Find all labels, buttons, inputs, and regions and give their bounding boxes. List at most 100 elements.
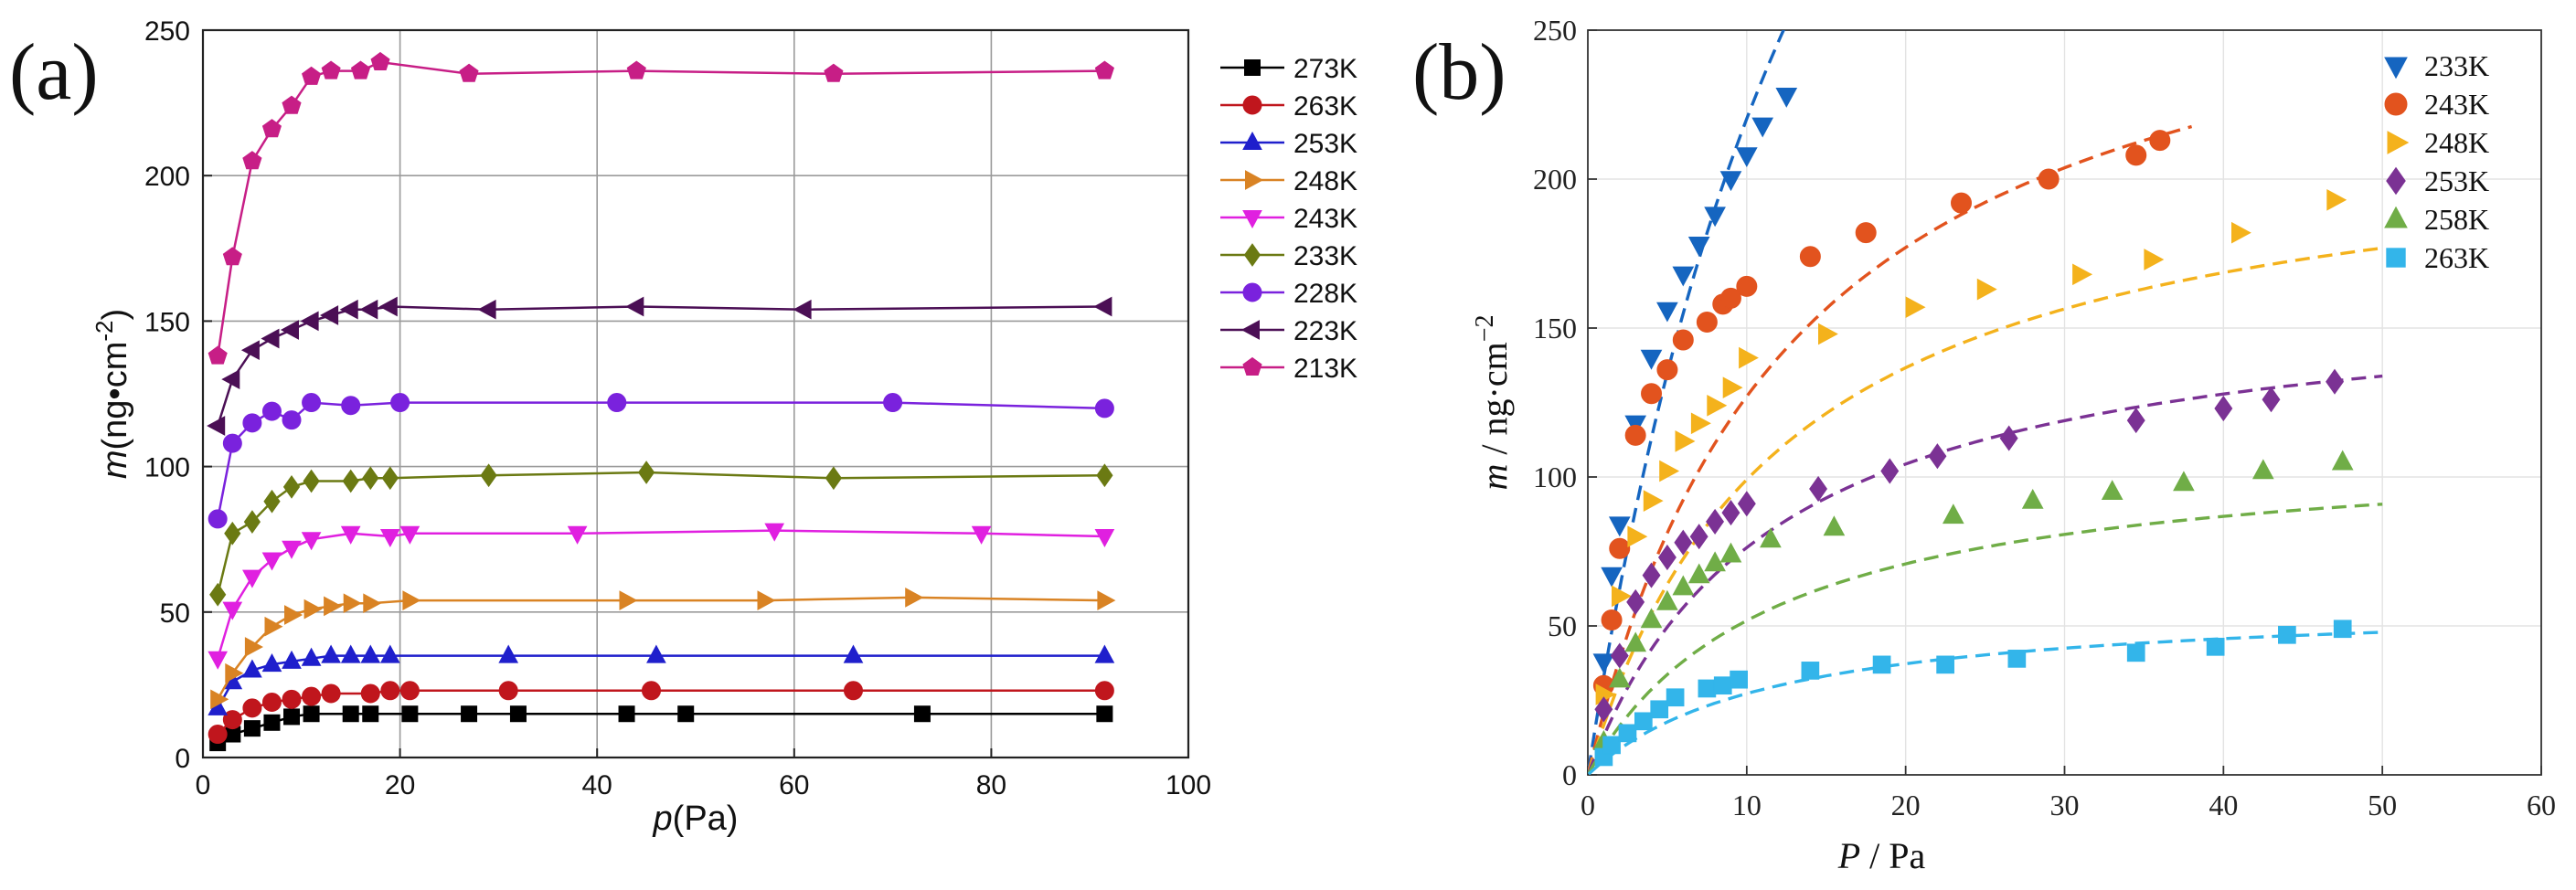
data-point[interactable] xyxy=(1666,688,1685,707)
data-point[interactable] xyxy=(1721,500,1740,526)
data-point[interactable] xyxy=(1094,398,1114,419)
data-point[interactable] xyxy=(2251,459,2274,480)
data-point[interactable] xyxy=(222,710,242,730)
data-point[interactable] xyxy=(905,588,924,608)
data-point[interactable] xyxy=(379,644,400,663)
data-point[interactable] xyxy=(222,601,243,620)
data-point[interactable] xyxy=(2007,650,2027,668)
data-point[interactable] xyxy=(221,369,240,389)
data-point[interactable] xyxy=(637,461,655,484)
data-point[interactable] xyxy=(1976,278,1997,301)
data-point[interactable] xyxy=(1610,642,1629,669)
legend-marker[interactable] xyxy=(1242,95,1262,115)
data-point[interactable] xyxy=(303,705,320,723)
data-point[interactable] xyxy=(1609,537,1631,559)
data-point[interactable] xyxy=(843,644,864,663)
data-point[interactable] xyxy=(370,51,390,70)
data-point[interactable] xyxy=(1818,323,1838,345)
data-point[interactable] xyxy=(1719,542,1742,563)
data-point[interactable] xyxy=(2326,368,2345,395)
data-point[interactable] xyxy=(263,489,281,514)
data-point[interactable] xyxy=(302,686,322,706)
data-point[interactable] xyxy=(1094,60,1114,79)
data-point[interactable] xyxy=(243,510,261,534)
data-point[interactable] xyxy=(1801,662,1820,680)
data-point[interactable] xyxy=(282,650,302,669)
data-point[interactable] xyxy=(261,693,282,713)
data-point[interactable] xyxy=(321,60,341,79)
data-point[interactable] xyxy=(1594,696,1613,723)
data-point[interactable] xyxy=(1719,171,1742,192)
data-point[interactable] xyxy=(1608,516,1631,537)
data-point[interactable] xyxy=(2021,488,2044,509)
data-point[interactable] xyxy=(399,681,420,701)
data-point[interactable] xyxy=(498,681,518,701)
data-point[interactable] xyxy=(208,651,229,670)
data-point[interactable] xyxy=(793,299,812,320)
data-point[interactable] xyxy=(340,525,361,545)
data-point[interactable] xyxy=(381,466,399,491)
data-point[interactable] xyxy=(242,413,262,433)
data-point[interactable] xyxy=(1739,346,1759,369)
data-point[interactable] xyxy=(321,683,341,704)
data-point[interactable] xyxy=(2333,620,2352,639)
data-point[interactable] xyxy=(1737,491,1756,517)
data-point[interactable] xyxy=(363,593,382,614)
data-point[interactable] xyxy=(1656,589,1678,610)
data-point[interactable] xyxy=(1707,394,1728,417)
data-point[interactable] xyxy=(224,521,241,546)
data-point[interactable] xyxy=(360,644,381,663)
legend-marker[interactable] xyxy=(2384,57,2408,79)
data-point[interactable] xyxy=(320,305,339,325)
data-point[interactable] xyxy=(1936,655,1954,674)
data-point[interactable] xyxy=(261,119,282,138)
data-point[interactable] xyxy=(764,523,785,542)
data-point[interactable] xyxy=(1719,287,1741,309)
data-point[interactable] xyxy=(1657,544,1677,571)
data-point[interactable] xyxy=(303,469,320,493)
data-point[interactable] xyxy=(240,340,260,361)
data-point[interactable] xyxy=(342,469,359,493)
data-point[interactable] xyxy=(2125,144,2147,166)
data-point[interactable] xyxy=(824,63,844,82)
data-point[interactable] xyxy=(1612,585,1632,608)
data-point[interactable] xyxy=(477,299,496,320)
data-point[interactable] xyxy=(362,705,379,723)
data-point[interactable] xyxy=(1592,653,1615,674)
data-point[interactable] xyxy=(971,525,992,545)
data-point[interactable] xyxy=(1760,527,1782,548)
data-point[interactable] xyxy=(301,647,322,666)
data-point[interactable] xyxy=(480,463,497,488)
data-point[interactable] xyxy=(222,247,242,266)
data-point[interactable] xyxy=(209,582,227,607)
data-point[interactable] xyxy=(1656,302,1678,323)
data-point[interactable] xyxy=(1704,551,1726,572)
data-point[interactable] xyxy=(261,401,282,421)
data-point[interactable] xyxy=(498,644,519,663)
data-point[interactable] xyxy=(1643,490,1664,512)
legend-marker[interactable] xyxy=(1245,170,1264,190)
data-point[interactable] xyxy=(242,151,262,170)
legend-marker[interactable] xyxy=(1244,59,1261,76)
data-point[interactable] xyxy=(1097,590,1116,610)
data-point[interactable] xyxy=(1880,458,1900,484)
data-point[interactable] xyxy=(1730,670,1748,689)
data-point[interactable] xyxy=(302,393,322,413)
data-point[interactable] xyxy=(1713,676,1732,695)
data-point[interactable] xyxy=(339,299,358,320)
data-point[interactable] xyxy=(1687,237,1710,257)
data-point[interactable] xyxy=(378,296,398,317)
data-point[interactable] xyxy=(244,637,263,657)
data-point[interactable] xyxy=(2126,408,2145,434)
data-point[interactable] xyxy=(402,590,421,610)
data-point[interactable] xyxy=(913,705,931,723)
data-point[interactable] xyxy=(1706,508,1725,535)
data-point[interactable] xyxy=(1704,207,1726,228)
data-point[interactable] xyxy=(380,681,400,701)
data-point[interactable] xyxy=(2331,450,2354,471)
data-point[interactable] xyxy=(401,705,419,723)
data-point[interactable] xyxy=(1659,460,1680,482)
data-point[interactable] xyxy=(1656,359,1678,381)
data-point[interactable] xyxy=(677,705,695,723)
data-point[interactable] xyxy=(2126,643,2145,662)
